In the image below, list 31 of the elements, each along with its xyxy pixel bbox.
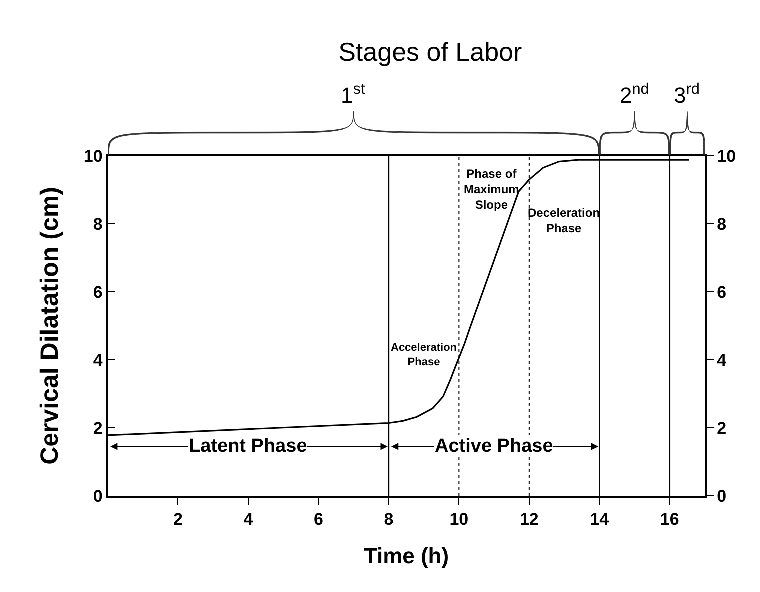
x-tick-label: 4 [244, 510, 254, 530]
x-tick-label: 2 [174, 510, 183, 530]
y-tick-label: 0 [93, 486, 103, 506]
y2-tick-label: 10 [717, 146, 736, 166]
y-tick-label: 2 [93, 418, 103, 438]
x-tick-label: 14 [590, 510, 610, 530]
y2-tick-label: 2 [717, 418, 727, 438]
annotation: Acceleration Phase [391, 342, 458, 368]
y-tick-label: 6 [93, 282, 103, 302]
annotation: Active Phase [435, 436, 554, 457]
y-tick-label: 10 [84, 146, 103, 166]
y2-tick-label: 8 [717, 214, 727, 234]
x-axis-title: Time (h) [364, 544, 450, 569]
y2-tick-label: 6 [717, 282, 727, 302]
x-tick-label: 6 [314, 510, 324, 530]
annotation: Latent Phase [189, 436, 308, 457]
annotation: Phase of Maximum Slope [464, 167, 520, 212]
text: 3$^{rd}$ [674, 81, 700, 108]
y-tick-label: 4 [93, 350, 104, 370]
chart-title: Stages of Labor [338, 37, 523, 68]
x-tick-label: 8 [384, 510, 394, 530]
x-tick-label: 12 [520, 510, 539, 530]
y-axis-title: Cervical Dilatation (cm) [36, 187, 64, 465]
text: 2$^{nd}$ [620, 81, 650, 108]
y-tick-label: 8 [93, 214, 103, 234]
y2-tick-label: 4 [717, 350, 728, 370]
x-tick-label: 16 [660, 510, 680, 530]
x-tick-label: 10 [450, 510, 469, 530]
text: 1$^{st}$ [341, 81, 366, 108]
y2-tick-label: 0 [717, 486, 727, 506]
annotation: Deceleration Phase [528, 206, 600, 236]
